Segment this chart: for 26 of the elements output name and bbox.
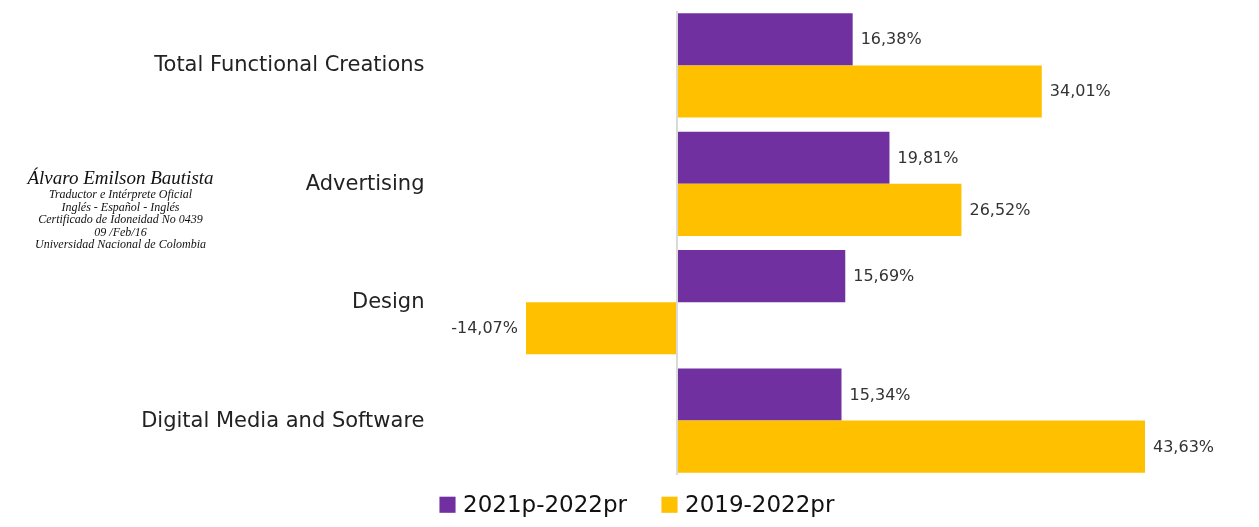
data-label: 15,34%: [849, 384, 911, 404]
data-label: 19,81%: [897, 147, 959, 167]
data-label: 15,69%: [853, 266, 915, 286]
y-tick-label: Digital Media and Software: [141, 407, 425, 432]
bar: [676, 250, 846, 303]
y-tick-label: Total Functional Creations: [153, 52, 425, 77]
data-label: 16,38%: [860, 29, 922, 49]
y-tick-label: Advertising: [305, 170, 425, 195]
data-label: 34,01%: [1049, 81, 1111, 101]
bar: [676, 183, 962, 236]
bar: [676, 420, 1145, 473]
bar: [526, 302, 677, 355]
bar: [676, 131, 890, 184]
bar: [676, 368, 842, 421]
y-tick-label: Design: [351, 289, 425, 314]
text: 09 /Feb/16: [93, 224, 148, 239]
data-label: 43,63%: [1153, 436, 1215, 456]
text: Álvaro Emilson Bautista: [25, 167, 215, 188]
text: Universidad Nacional de Colombia: [34, 237, 207, 252]
data-label: 26,52%: [969, 199, 1031, 219]
data-label: -14,07%: [451, 318, 518, 338]
legend-label: 2019-2022pr: [685, 490, 835, 517]
legend-label: 2021p-2022pr: [463, 490, 628, 517]
text: Traductor e Intérprete Oficial: [47, 186, 194, 201]
bar: [676, 13, 853, 66]
bar: [676, 65, 1042, 118]
